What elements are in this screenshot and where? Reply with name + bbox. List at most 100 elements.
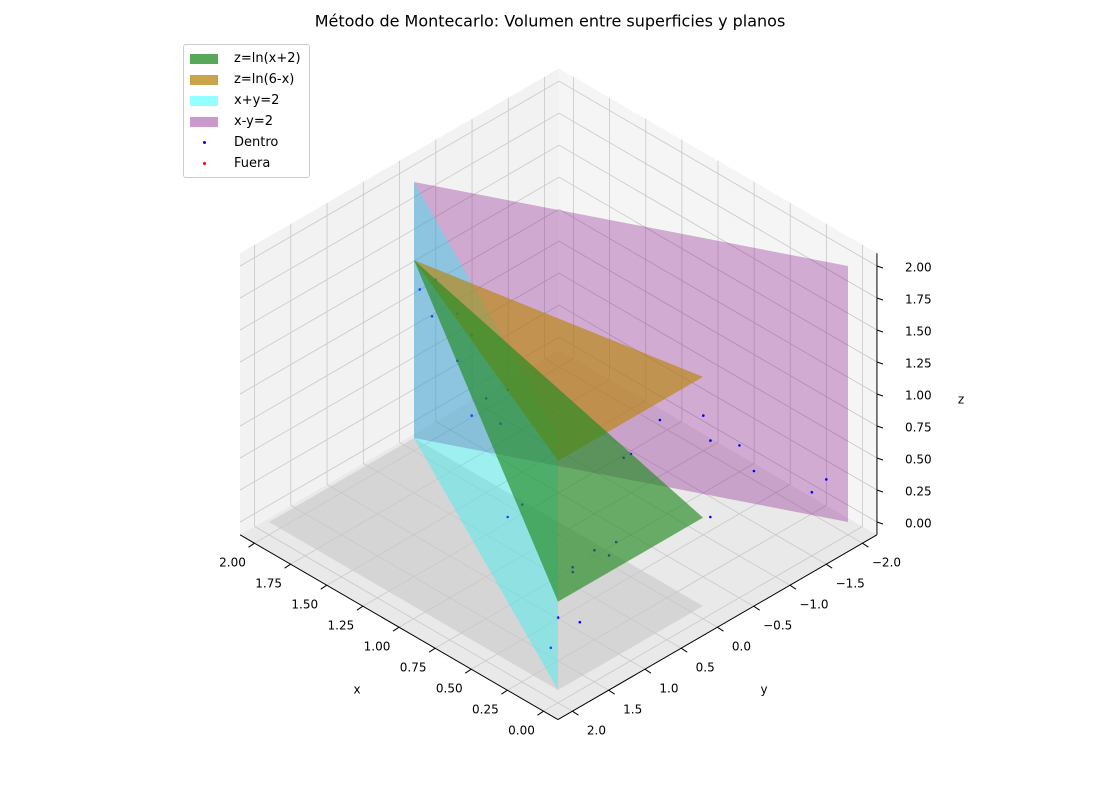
tick-mark — [392, 626, 400, 632]
legend-swatch — [190, 138, 218, 148]
y-tick-label: 1.5 — [623, 703, 642, 717]
grid-line — [558, 304, 878, 491]
z-tick-label: 1.50 — [905, 325, 932, 339]
scatter-point — [709, 515, 712, 519]
legend: z=ln(x+2) z=ln(6-x) x+y=2 x-y=2 Dentro Fuera — [183, 44, 310, 178]
tick-mark — [644, 668, 652, 674]
z-tick-label: 0.25 — [905, 485, 932, 499]
x-tick-label: 0.75 — [400, 661, 427, 675]
scatter-point — [709, 439, 712, 442]
legend-entry: x+y=2 — [190, 90, 301, 111]
grid-line — [558, 272, 878, 459]
x-tick-label: 1.50 — [291, 598, 318, 612]
x-tick-label: 1.75 — [255, 577, 282, 591]
legend-swatch — [190, 53, 218, 64]
legend-swatch — [190, 95, 218, 106]
legend-label: Fuera — [234, 156, 271, 171]
z-axis-label: z — [958, 393, 964, 407]
scatter-point — [556, 616, 560, 619]
grid-line — [239, 112, 560, 299]
tick-mark — [608, 689, 615, 695]
legend-label: Dentro — [234, 135, 279, 150]
legend-swatch — [190, 159, 218, 169]
tick-mark — [876, 265, 884, 269]
grid-line — [239, 208, 560, 395]
x-tick-label: 2.00 — [219, 556, 246, 570]
legend-label: x-y=2 — [234, 114, 274, 129]
legend-label: z=ln(x+2) — [234, 51, 301, 66]
scatter-point — [810, 490, 814, 494]
legend-swatch — [190, 74, 218, 85]
legend-entry: Fuera — [190, 153, 301, 174]
axis-line — [557, 534, 878, 721]
legend-entry: x-y=2 — [190, 111, 301, 132]
x-axis-label: x — [353, 683, 360, 697]
tick-mark — [876, 521, 884, 525]
z-tick-label: 1.75 — [905, 293, 932, 307]
scatter-point — [702, 414, 705, 417]
scatter-point — [738, 444, 741, 447]
y-tick-label: −1.5 — [836, 577, 865, 591]
tick-mark — [876, 329, 884, 333]
tick-mark — [789, 584, 797, 590]
grid-line — [239, 144, 560, 331]
grid-line — [558, 208, 878, 395]
y-tick-label: 0.0 — [732, 640, 751, 654]
tick-mark — [501, 689, 508, 695]
scatter-point — [506, 515, 510, 519]
y-tick-label: −2.0 — [872, 556, 901, 570]
tick-mark — [876, 457, 884, 461]
grid-line — [254, 526, 573, 712]
legend-label: z=ln(6-x) — [234, 72, 295, 87]
y-tick-label: 0.5 — [696, 661, 715, 675]
grid-line — [558, 112, 878, 299]
legend-swatch — [190, 116, 218, 127]
legend-label: x+y=2 — [234, 93, 280, 108]
y-tick-label: 1.0 — [659, 682, 678, 696]
floor-region — [269, 438, 703, 690]
legend-entry: Dentro — [190, 132, 301, 153]
scatter-point — [658, 418, 662, 422]
scatter-point — [430, 315, 434, 318]
scatter-point — [418, 288, 422, 291]
tick-mark — [876, 361, 884, 365]
grid-line — [558, 240, 878, 427]
grid-line — [558, 144, 878, 331]
y-tick-label: 2.0 — [587, 724, 606, 738]
chart-title: Método de Montecarlo: Volumen entre supe… — [315, 12, 786, 31]
surface — [414, 260, 703, 461]
tick-mark — [320, 584, 328, 590]
tick-mark — [680, 647, 688, 653]
z-tick-label: 0.75 — [905, 421, 932, 435]
tick-mark — [717, 626, 724, 632]
z-tick-label: 2.00 — [905, 261, 932, 275]
surface — [414, 260, 703, 602]
y-tick-label: −0.5 — [763, 619, 792, 633]
x-tick-label: 1.00 — [364, 640, 391, 654]
legend-entry: z=ln(6-x) — [190, 69, 301, 90]
z-tick-label: 0.50 — [905, 453, 932, 467]
y-axis-label: y — [760, 683, 767, 697]
tick-mark — [753, 605, 760, 611]
tick-mark — [248, 542, 255, 548]
x-tick-label: 1.25 — [328, 619, 355, 633]
tick-mark — [876, 425, 884, 429]
legend-entry: z=ln(x+2) — [190, 48, 301, 69]
z-tick-label: 1.00 — [905, 389, 932, 403]
scatter-point — [825, 478, 828, 481]
axis-line — [239, 534, 559, 721]
x-tick-label: 0.50 — [436, 682, 463, 696]
x-tick-label: 0.25 — [472, 703, 499, 717]
tick-mark — [428, 647, 436, 653]
tick-mark — [537, 710, 544, 716]
tick-mark — [464, 668, 472, 674]
tick-mark — [876, 489, 884, 493]
scatter-point — [549, 646, 553, 650]
tick-mark — [876, 297, 884, 301]
x-tick-label: 0.00 — [508, 724, 535, 738]
tick-mark — [862, 542, 869, 548]
z-tick-label: 0.00 — [905, 517, 932, 531]
tick-mark — [876, 393, 884, 397]
